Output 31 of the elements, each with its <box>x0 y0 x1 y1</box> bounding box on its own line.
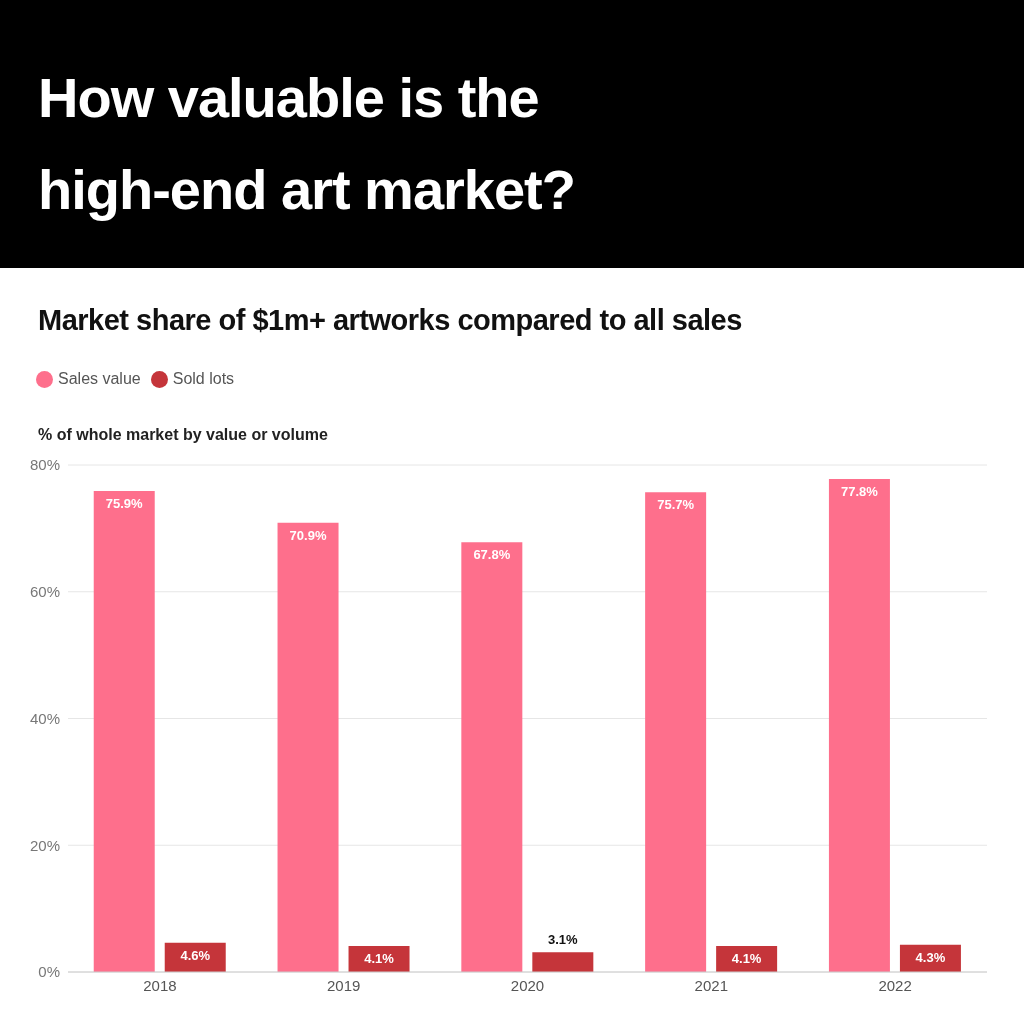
bar <box>277 522 339 972</box>
bar <box>93 490 155 972</box>
bar <box>532 952 594 972</box>
x-tick-label: 2020 <box>510 976 545 994</box>
y-axis-title: % of whole market by value or volume <box>38 426 328 444</box>
bar <box>645 492 707 972</box>
data-label: 4.1% <box>731 951 762 967</box>
data-label: 3.1% <box>548 932 579 948</box>
data-label: 4.6% <box>180 947 211 963</box>
x-tick-label: 2021 <box>694 976 728 994</box>
data-label: 67.8% <box>473 547 511 563</box>
x-tick-label: 2022 <box>878 976 912 994</box>
x-tick-label: 2019 <box>327 976 361 994</box>
data-label: 4.3% <box>915 949 946 965</box>
data-label: 4.1% <box>364 951 395 967</box>
y-tick-label: 0% <box>38 963 60 981</box>
y-tick-label: 80% <box>29 456 60 474</box>
y-tick-label: 40% <box>29 709 60 727</box>
bar <box>461 542 523 972</box>
x-tick-label: 2018 <box>143 976 177 994</box>
data-label: 75.7% <box>657 497 695 513</box>
bar <box>828 478 890 972</box>
chart-title: How valuable is the high-end art market? <box>38 65 576 223</box>
y-tick-label: 60% <box>29 583 60 601</box>
data-label: 77.8% <box>840 483 879 499</box>
chart-subtitle: Market share of $1m+ artworks compared to all sales <box>38 304 742 337</box>
legend-label: Sales value <box>58 370 141 388</box>
legend-label: Sold lots <box>172 370 235 388</box>
data-label: 70.9% <box>289 527 327 543</box>
data-label: 75.9% <box>105 495 144 511</box>
y-tick-label: 20% <box>29 836 60 854</box>
